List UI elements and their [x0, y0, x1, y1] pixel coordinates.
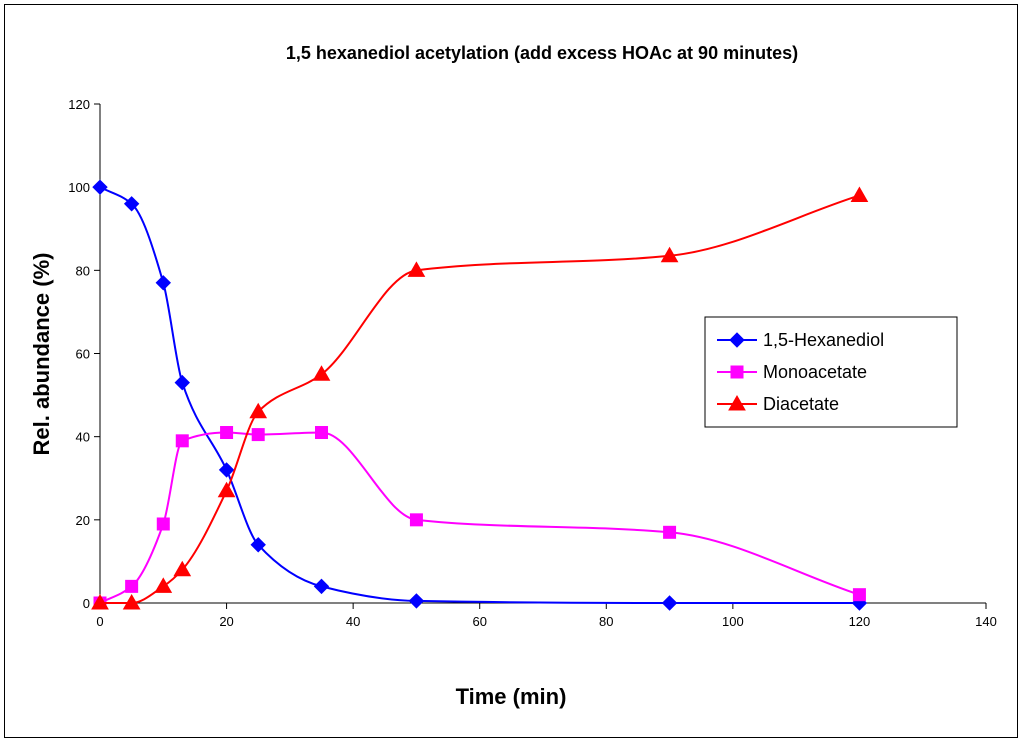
- data-point-1-5-hexanediol: [174, 374, 190, 391]
- data-point-1-5-hexanediol: [661, 595, 678, 611]
- data-point-diacetate: [217, 481, 236, 498]
- x-tick-label: 40: [346, 614, 360, 629]
- x-axis-title: Time (min): [456, 684, 567, 709]
- data-point-diacetate: [660, 246, 679, 263]
- legend-marker-monoacetate: [730, 365, 744, 379]
- y-tick-label: 20: [76, 513, 90, 528]
- chart-title: 1,5 hexanediol acetylation (add excess H…: [286, 43, 798, 63]
- data-point-monoacetate: [125, 579, 139, 593]
- data-point-diacetate: [122, 593, 141, 610]
- data-point-1-5-hexanediol: [313, 578, 330, 595]
- data-point-1-5-hexanediol: [123, 196, 140, 212]
- legend-label-monoacetate: Monoacetate: [763, 362, 867, 382]
- data-point-1-5-hexanediol: [218, 462, 235, 478]
- x-tick-labels: 0 20 40 60 80 100 120 140: [96, 614, 996, 629]
- series-line-monoacetate: [99, 431, 860, 604]
- data-point-1-5-hexanediol: [408, 593, 425, 609]
- x-tick-label: 20: [219, 614, 233, 629]
- legend-item-monoacetate: Monoacetate: [717, 362, 867, 382]
- legend-marker-1-5-hexanediol: [729, 332, 745, 348]
- chart-svg: 1,5 hexanediol acetylation (add excess H…: [29, 43, 997, 709]
- data-point-diacetate: [173, 560, 192, 577]
- data-point-diacetate: [249, 402, 268, 419]
- data-point-diacetate: [312, 365, 331, 381]
- legend-label-diacetate: Diacetate: [763, 394, 839, 414]
- data-point-1-5-hexanediol: [250, 537, 266, 553]
- x-tick-label: 60: [472, 614, 486, 629]
- legend-items: 1,5-Hexanediol Monoacetate Diacetate: [717, 330, 884, 414]
- y-tick-label: 0: [83, 596, 90, 611]
- data-point-1-5-hexanediol: [155, 275, 171, 291]
- series-1-5-hexanediol: [92, 179, 868, 611]
- legend-label-1-5-hexanediol: 1,5-Hexanediol: [763, 330, 884, 350]
- legend-marker-diacetate: [728, 394, 746, 411]
- data-point-1-5-hexanediol: [92, 179, 108, 195]
- data-point-diacetate: [91, 593, 109, 610]
- x-tick-label: 80: [599, 614, 613, 629]
- y-tick-label: 120: [68, 97, 90, 112]
- data-point-monoacetate: [220, 426, 234, 440]
- chart-frame: 1,5 hexanediol acetylation (add excess H…: [4, 4, 1018, 738]
- series-layer: [91, 179, 869, 611]
- data-point-diacetate: [850, 186, 869, 202]
- y-tick-label: 60: [76, 347, 90, 362]
- y-axis-title: Rel. abundance (%): [29, 253, 54, 456]
- data-point-monoacetate: [175, 434, 189, 448]
- y-tick-label: 40: [76, 430, 90, 445]
- data-point-monoacetate: [663, 525, 677, 539]
- series-monoacetate: [93, 426, 866, 610]
- data-point-monoacetate: [156, 517, 170, 531]
- data-point-diacetate: [407, 261, 426, 277]
- x-tick-label: 140: [975, 614, 997, 629]
- legend-item-1-5-hexanediol: 1,5-Hexanediol: [717, 330, 884, 350]
- y-tick-labels: 0 20 40 60 80 100 120: [68, 97, 90, 611]
- x-tick-label: 120: [849, 614, 871, 629]
- y-tick-label: 100: [68, 180, 90, 195]
- y-tick-label: 80: [76, 263, 90, 278]
- data-point-monoacetate: [315, 426, 328, 440]
- data-point-monoacetate: [409, 513, 423, 527]
- x-tick-label: 0: [96, 614, 103, 629]
- data-point-diacetate: [154, 577, 173, 593]
- legend-item-diacetate: Diacetate: [717, 394, 839, 414]
- x-tick-label: 100: [722, 614, 744, 629]
- legend: 1,5-Hexanediol Monoacetate Diacetate: [704, 316, 958, 428]
- data-point-monoacetate: [852, 588, 866, 602]
- series-diacetate: [91, 186, 869, 610]
- data-point-monoacetate: [251, 428, 265, 442]
